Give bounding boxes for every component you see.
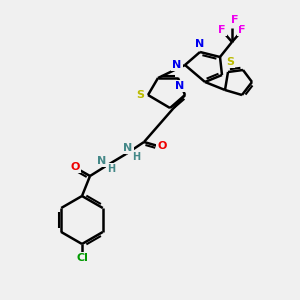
Text: Cl: Cl: [76, 253, 88, 263]
Text: H: H: [132, 152, 140, 162]
Text: H: H: [107, 164, 115, 174]
Text: O: O: [70, 162, 80, 172]
Text: F: F: [231, 15, 239, 25]
Text: S: S: [136, 90, 144, 100]
Text: O: O: [157, 141, 167, 151]
Text: N: N: [98, 156, 106, 166]
Text: N: N: [123, 143, 133, 153]
Text: F: F: [238, 25, 246, 35]
Text: N: N: [172, 60, 182, 70]
Text: F: F: [218, 25, 226, 35]
Text: N: N: [176, 81, 184, 91]
Text: N: N: [195, 39, 205, 49]
Text: S: S: [226, 57, 234, 67]
